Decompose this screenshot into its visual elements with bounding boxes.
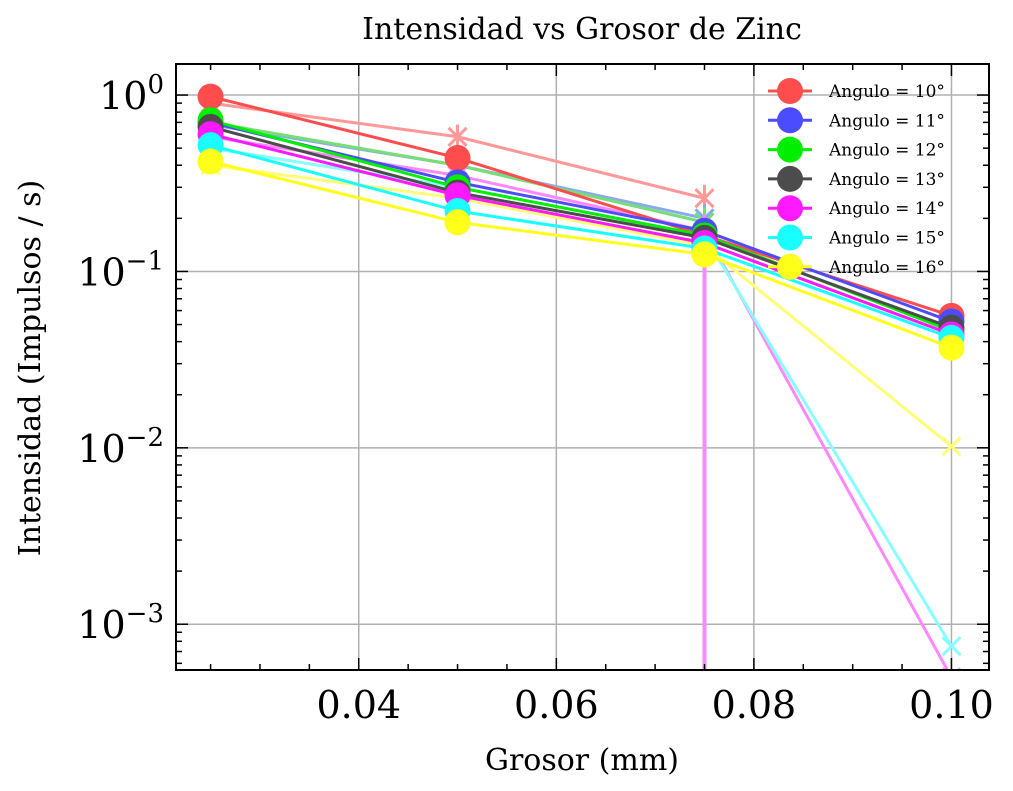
chart-title: Intensidad vs Grosor de Zinc <box>362 12 802 47</box>
data-series <box>197 83 965 361</box>
data-point <box>197 148 224 175</box>
legend-marker <box>777 136 803 163</box>
x-marker <box>941 636 962 657</box>
data-point <box>197 83 224 110</box>
plot-frame <box>175 63 990 671</box>
legend-marker <box>777 165 803 192</box>
y-tick-label: 10−3 <box>77 599 164 647</box>
legend: Angulo = 10° Angulo = 11° Angulo = 12° Angu… <box>768 78 945 280</box>
legend-marker <box>777 253 803 280</box>
x-marker <box>694 188 715 209</box>
legend-label: Angulo = 10° <box>828 82 945 102</box>
x-tick-label: 0.06 <box>514 683 599 727</box>
fit-line-4 <box>210 135 950 670</box>
axes: 0.04 0.06 0.08 0.10 100 10−1 10−2 10−3 <box>77 63 994 727</box>
y-tick-label: 10−2 <box>77 423 164 471</box>
legend-marker <box>777 78 803 104</box>
legend-marker <box>777 195 803 222</box>
x-tick-label: 0.10 <box>909 683 994 727</box>
legend-label: Angulo = 16° <box>828 258 945 278</box>
y-axis-label: Intensidad (Impulsos / s) <box>13 180 48 556</box>
legend-marker <box>777 224 803 251</box>
y-tick-label: 10−1 <box>77 246 164 294</box>
legend-label: Angulo = 11° <box>828 111 945 131</box>
legend-label: Angulo = 15° <box>828 229 945 249</box>
legend-label: Angulo = 12° <box>828 141 945 161</box>
y-tick-label: 100 <box>99 70 164 118</box>
data-point <box>444 144 471 171</box>
x-tick-label: 0.04 <box>316 683 401 727</box>
series-line-7 <box>210 160 952 350</box>
data-point <box>938 334 965 361</box>
series-line-4 <box>210 125 952 330</box>
x-marker <box>447 126 468 147</box>
legend-label: Angulo = 14° <box>828 199 945 219</box>
series-line-6 <box>210 143 952 340</box>
legend-marker <box>777 107 803 134</box>
data-point <box>444 209 471 236</box>
x-marker <box>941 436 962 457</box>
x-tick-label: 0.08 <box>712 683 797 727</box>
x-axis-label: Grosor (mm) <box>485 743 679 778</box>
data-point <box>691 241 718 268</box>
fit-line-6 <box>210 163 953 448</box>
legend-label: Angulo = 13° <box>828 170 945 190</box>
series-line-5 <box>210 132 952 336</box>
